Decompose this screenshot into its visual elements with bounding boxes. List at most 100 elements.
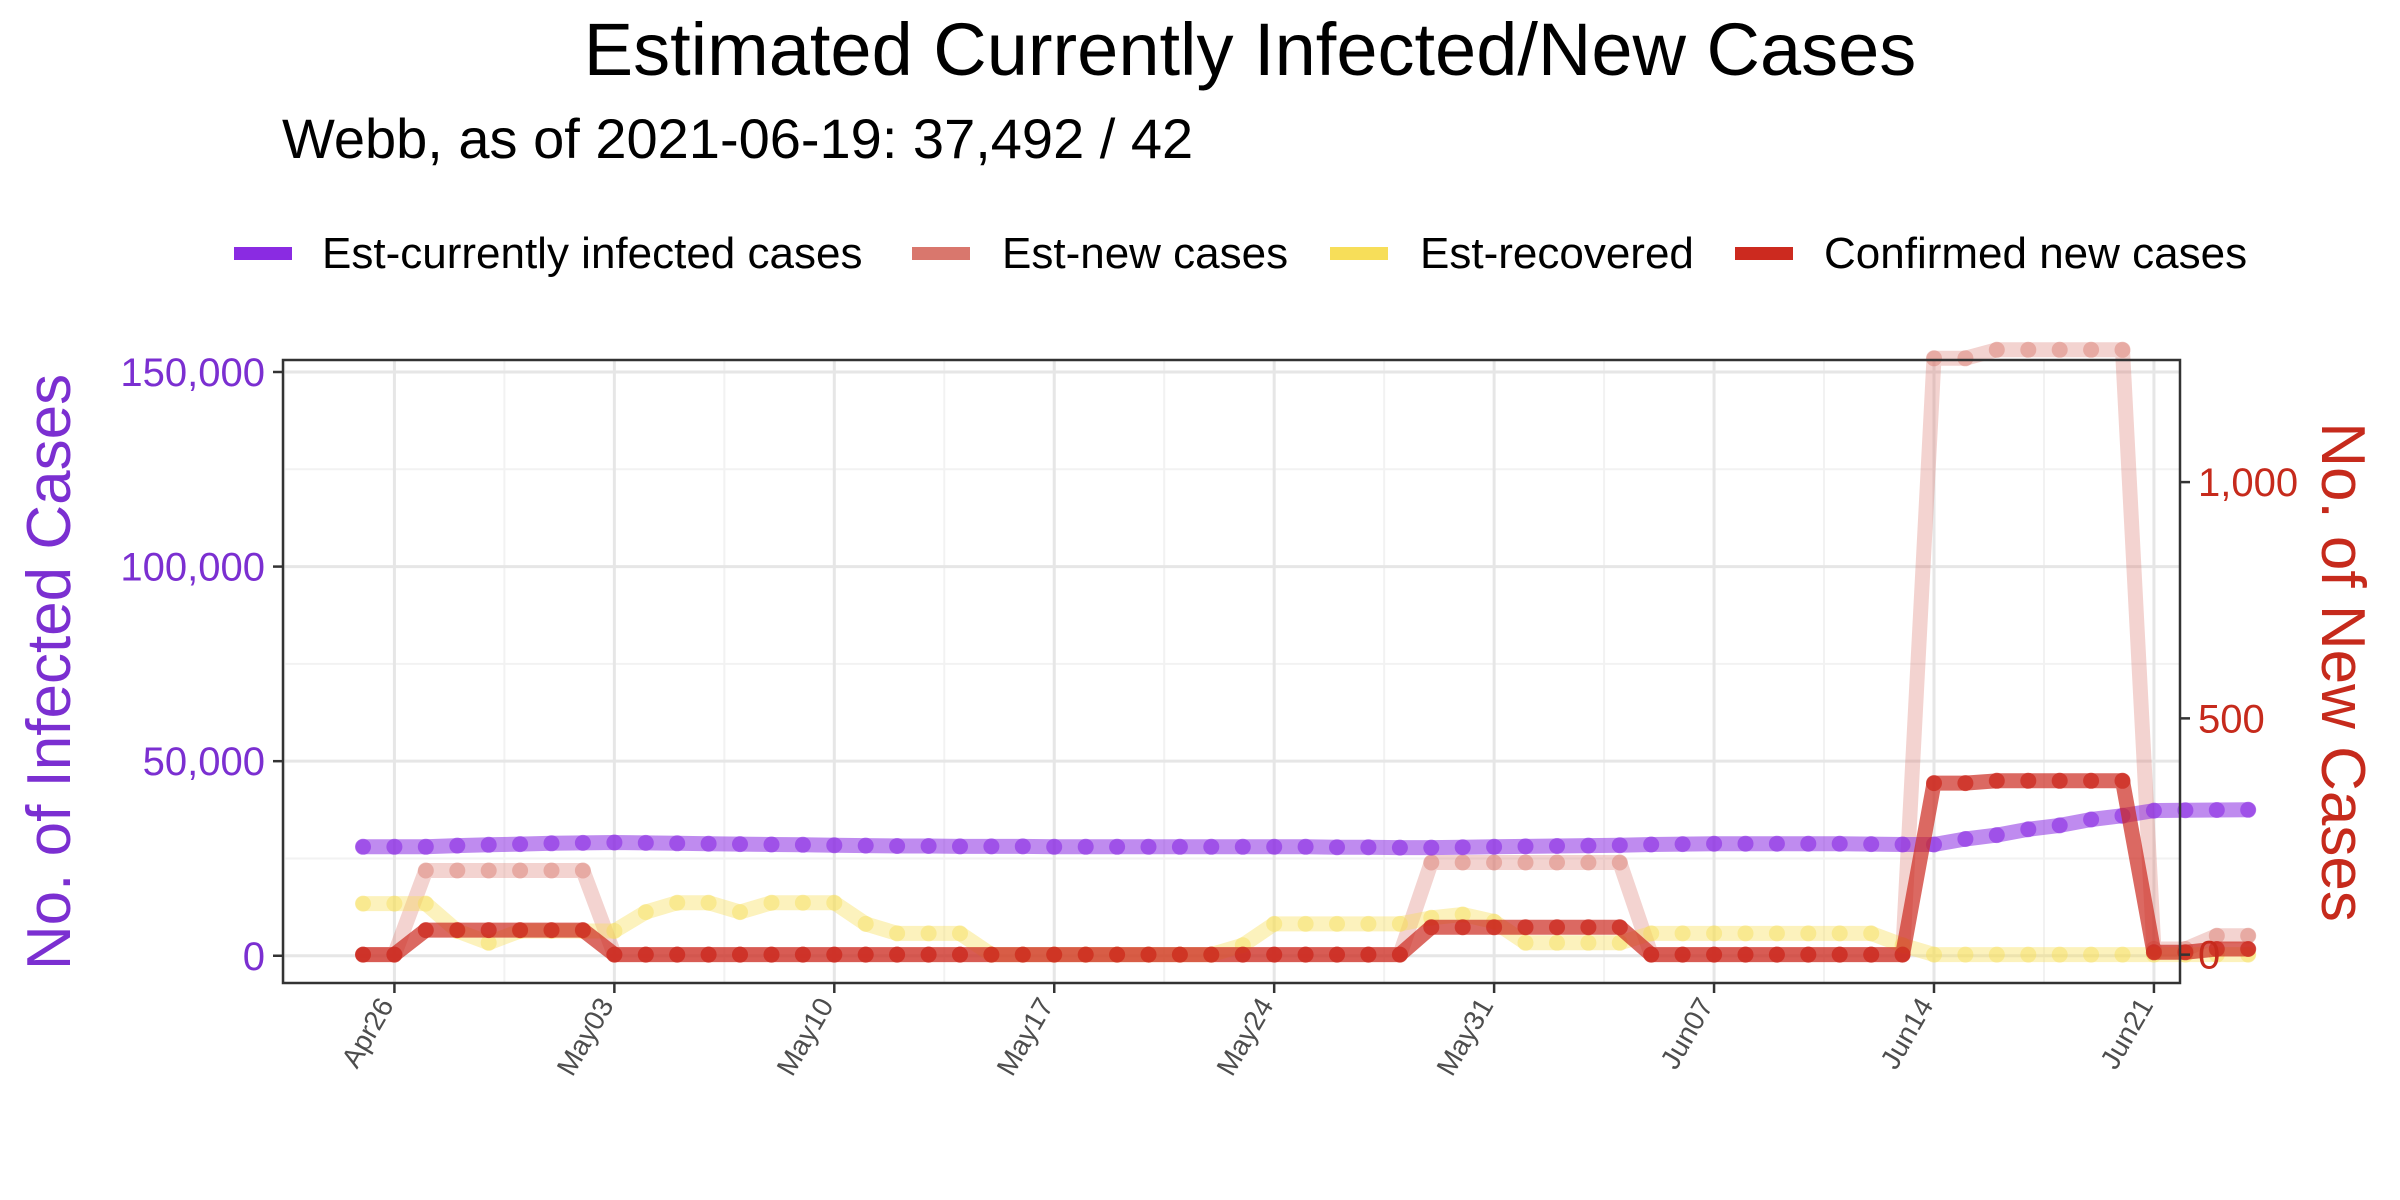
chart-title: Estimated Currently Infected/New Cases: [584, 8, 1917, 91]
data-point-confirmed: [983, 946, 1000, 963]
data-point-confirmed: [2145, 944, 2162, 961]
data-point-recovered: [794, 894, 811, 911]
plot-border: [281, 358, 2182, 985]
data-point-recovered: [480, 934, 497, 951]
data-point-currently_infected: [1046, 838, 1063, 855]
data-point-confirmed: [480, 922, 497, 939]
data-point-currently_infected: [2083, 811, 2100, 828]
y-tick-label-left: 150,000: [120, 351, 265, 395]
data-point-currently_infected: [1611, 837, 1628, 854]
data-point-recovered: [2114, 946, 2131, 963]
data-point-new_cases: [417, 862, 434, 879]
data-point-currently_infected: [669, 835, 686, 852]
data-point-currently_infected: [1486, 838, 1503, 855]
data-point-currently_infected: [1737, 835, 1754, 852]
data-point-currently_infected: [1234, 838, 1251, 855]
data-point-confirmed: [1706, 946, 1723, 963]
data-point-currently_infected: [2177, 802, 2194, 819]
data-point-currently_infected: [2208, 802, 2225, 818]
data-point-recovered: [355, 895, 371, 912]
data-point-currently_infected: [449, 837, 466, 854]
data-point-new_cases: [2051, 341, 2068, 358]
data-point-recovered: [732, 904, 748, 921]
data-point-currently_infected: [1580, 837, 1597, 854]
data-point-recovered: [1580, 934, 1597, 951]
data-point-currently_infected: [480, 836, 497, 853]
data-point-confirmed: [1580, 919, 1597, 936]
data-point-currently_infected: [889, 838, 906, 854]
legend-label: Est-new cases: [1002, 229, 1288, 278]
data-point-new_cases: [1486, 854, 1503, 871]
series-line-recovered: [355, 895, 2256, 963]
data-point-recovered: [1863, 925, 1880, 942]
data-point-confirmed: [1800, 946, 1817, 963]
data-point-currently_infected: [1140, 838, 1157, 855]
data-point-confirmed: [1737, 946, 1754, 963]
data-point-confirmed: [700, 946, 717, 963]
x-tick-label: Jun07: [1654, 993, 1719, 1075]
data-point-confirmed: [1768, 946, 1785, 963]
data-point-currently_infected: [2051, 817, 2068, 834]
legend-swatch: [912, 247, 970, 260]
data-point-recovered: [1360, 915, 1377, 932]
left-axis: 0 50,000 100,000 150,000: [120, 351, 283, 979]
data-point-recovered: [763, 894, 780, 911]
data-point-currently_infected: [512, 836, 529, 853]
data-point-currently_infected: [1203, 838, 1220, 855]
x-axis: Apr26 May03 May10 May17 May24 May31 Jun07 Jun14…: [335, 983, 2159, 1081]
x-tick-label: May17: [991, 993, 1060, 1081]
legend-swatch: [1330, 247, 1388, 260]
data-point-recovered: [1957, 946, 1974, 963]
data-point-confirmed: [1360, 946, 1377, 963]
data-point-new_cases: [2240, 927, 2257, 944]
data-point-confirmed: [1203, 946, 1220, 963]
series-layer: [355, 341, 2257, 963]
data-point-new_cases: [1423, 854, 1440, 871]
data-point-recovered: [1454, 906, 1471, 923]
data-point-currently_infected: [417, 838, 434, 855]
data-point-new_cases: [1957, 350, 1974, 367]
data-point-new_cases: [2114, 341, 2131, 358]
data-point-currently_infected: [1171, 838, 1188, 855]
y-axis-title-left: No. of Infected Cases: [15, 374, 84, 970]
data-point-confirmed: [1077, 946, 1094, 963]
data-point-currently_infected: [1454, 839, 1471, 856]
data-point-new_cases: [1517, 854, 1534, 871]
data-point-confirmed: [543, 922, 560, 939]
series-currently_infected: [355, 801, 2257, 856]
data-point-recovered: [1737, 925, 1754, 942]
data-point-new_cases: [1580, 854, 1597, 871]
data-point-currently_infected: [1297, 838, 1314, 855]
y-tick-label-right: 0: [2198, 934, 2220, 978]
data-point-currently_infected: [1109, 838, 1126, 855]
data-point-confirmed: [1391, 946, 1408, 963]
legend-label: Confirmed new cases: [1824, 229, 2247, 278]
data-point-currently_infected: [2020, 821, 2037, 838]
y-axis-title-right: No. of New Cases: [2308, 422, 2377, 922]
data-point-new_cases: [2208, 927, 2225, 944]
data-point-currently_infected: [732, 836, 748, 853]
data-point-confirmed: [1140, 946, 1157, 963]
x-tick-label: Jun14: [1874, 993, 1939, 1075]
data-point-currently_infected: [1957, 831, 1974, 847]
y-tick-label-right: 1,000: [2198, 461, 2298, 505]
data-point-currently_infected: [2240, 801, 2257, 818]
legend-swatch: [1735, 247, 1793, 260]
data-point-recovered: [1926, 946, 1942, 963]
data-point-confirmed: [1926, 775, 1942, 792]
data-point-confirmed: [952, 946, 968, 963]
data-point-currently_infected: [920, 838, 937, 854]
data-point-confirmed: [889, 946, 906, 963]
data-point-currently_infected: [826, 837, 843, 854]
data-point-recovered: [637, 904, 654, 921]
right-axis: 0 500 1,000: [2180, 461, 2298, 978]
data-point-confirmed: [1517, 919, 1534, 936]
data-point-confirmed: [826, 946, 843, 963]
data-point-currently_infected: [763, 836, 780, 853]
data-point-confirmed: [1957, 775, 1974, 792]
data-point-confirmed: [2083, 772, 2100, 789]
data-point-confirmed: [1611, 919, 1628, 936]
data-point-confirmed: [857, 946, 874, 963]
data-point-confirmed: [574, 922, 591, 939]
